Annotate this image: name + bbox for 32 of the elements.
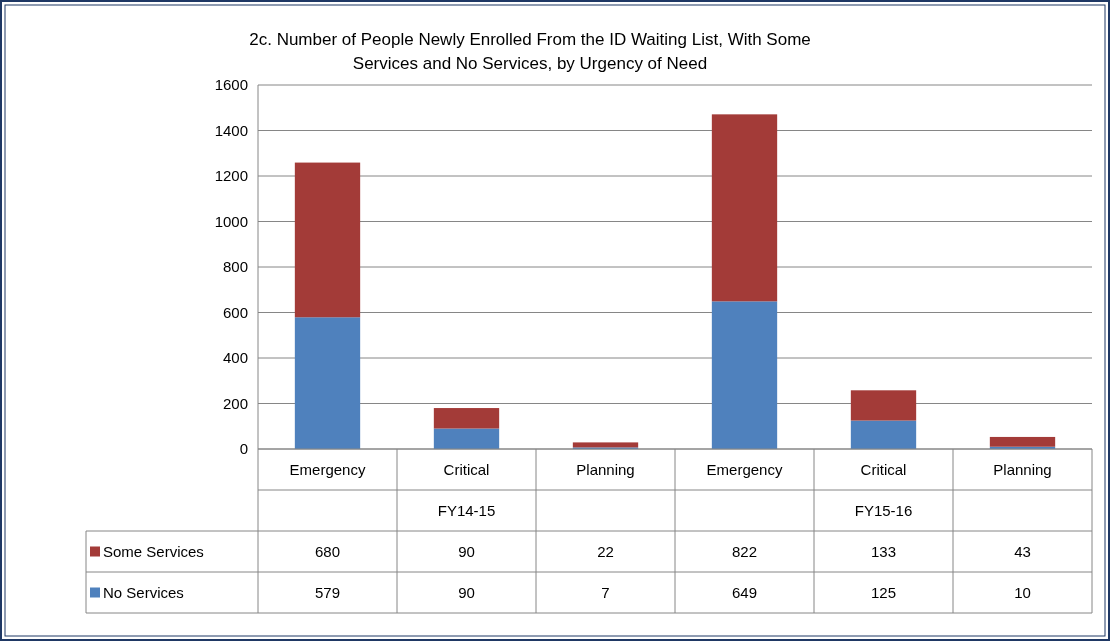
data-label: 649 — [731, 583, 758, 601]
text: FY15-16 — [854, 501, 913, 519]
data-label: 90 — [458, 542, 475, 560]
x-tick-label: Emergency — [706, 460, 783, 478]
y-tick-label: 200 — [222, 394, 248, 412]
legend-label: No Services — [103, 583, 184, 601]
y-tick-label: 1400 — [214, 121, 248, 139]
data-label: 680 — [314, 542, 341, 560]
data-label: 133 — [870, 542, 897, 560]
x-tick-label: Emergency — [289, 460, 366, 478]
x-tick-label: Critical — [443, 460, 490, 478]
chart-title: 2c. Number of People Newly Enrolled From the ID Waiting List, With Some Services and No Services, by Urgency of Need — [249, 30, 811, 73]
y-tick-label: 1200 — [214, 167, 248, 185]
x-tick-label: Critical — [860, 460, 907, 478]
y-tick-label: 800 — [222, 258, 248, 276]
text: FY14-15 — [437, 501, 496, 519]
y-tick-label: 1600 — [214, 76, 248, 94]
x-tick-label: Planning — [993, 460, 1052, 478]
data-label: 579 — [314, 583, 341, 601]
data-label: 822 — [731, 542, 758, 560]
data-label: 7 — [601, 583, 610, 601]
data-label: 43 — [1014, 542, 1031, 560]
y-tick-label: 1000 — [214, 212, 248, 230]
data-label: 125 — [870, 583, 897, 601]
x-tick-label: Planning — [576, 460, 635, 478]
data-label: 22 — [597, 542, 614, 560]
y-tick-label: 400 — [222, 349, 248, 367]
y-tick-label: 0 — [239, 440, 248, 458]
data-label: 90 — [458, 583, 475, 601]
legend-label: Some Services — [103, 542, 204, 560]
y-tick-label: 600 — [222, 303, 248, 321]
data-label: 10 — [1014, 583, 1031, 601]
